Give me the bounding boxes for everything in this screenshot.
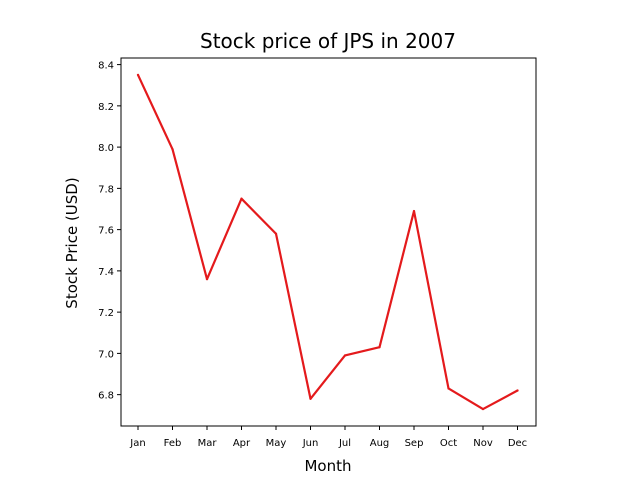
data-point (481, 407, 485, 411)
data-point (309, 397, 312, 400)
y-tick-label: 7.0 (98, 349, 114, 360)
data-point (447, 387, 450, 390)
plot-frame (120, 57, 537, 427)
y-tick-label: 7.8 (98, 184, 114, 195)
data-point (136, 73, 140, 77)
data-point (240, 197, 243, 200)
x-tick-label: Jun (302, 438, 319, 449)
data-point (516, 389, 519, 392)
y-tick-label: 8.4 (98, 61, 114, 72)
chart-title: Stock price of JPS in 2007 (200, 29, 456, 53)
x-tick-label: Apr (233, 438, 251, 449)
y-tick-label: 6.8 (98, 391, 114, 402)
x-tick-label: May (266, 438, 287, 449)
y-axis-label: Stock Price (USD) (63, 177, 81, 308)
plot-area: 6.8 7.0 7.2 7.4 7.6 7.8 8.0 8.2 8.4 Jan Feb Mar Apr M… (98, 57, 537, 449)
data-point (343, 354, 347, 357)
x-tick-label: Jul (338, 438, 351, 449)
data-point (378, 346, 381, 349)
x-tick-label: Oct (440, 438, 457, 449)
data-point (412, 209, 416, 213)
data-point (205, 278, 209, 281)
y-tick-label: 7.4 (98, 267, 114, 278)
y-tick-label: 8.2 (98, 102, 114, 113)
data-point (171, 148, 174, 151)
series-line (136, 73, 519, 411)
x-tick-label: Mar (198, 438, 218, 449)
y-tick-label: 8.0 (98, 143, 114, 154)
y-tick-label: 7.6 (98, 226, 114, 237)
y-tick-label: 7.2 (98, 308, 114, 319)
x-tick-label: Jan (129, 438, 145, 449)
data-point (274, 232, 278, 235)
x-tick-label: Aug (370, 438, 390, 449)
x-axis-label: Month (304, 457, 351, 475)
x-tick-label: Feb (164, 438, 182, 449)
x-tick-label: Nov (473, 438, 493, 449)
x-tick-label: Dec (508, 438, 527, 449)
x-tick-label: Sep (405, 438, 424, 449)
